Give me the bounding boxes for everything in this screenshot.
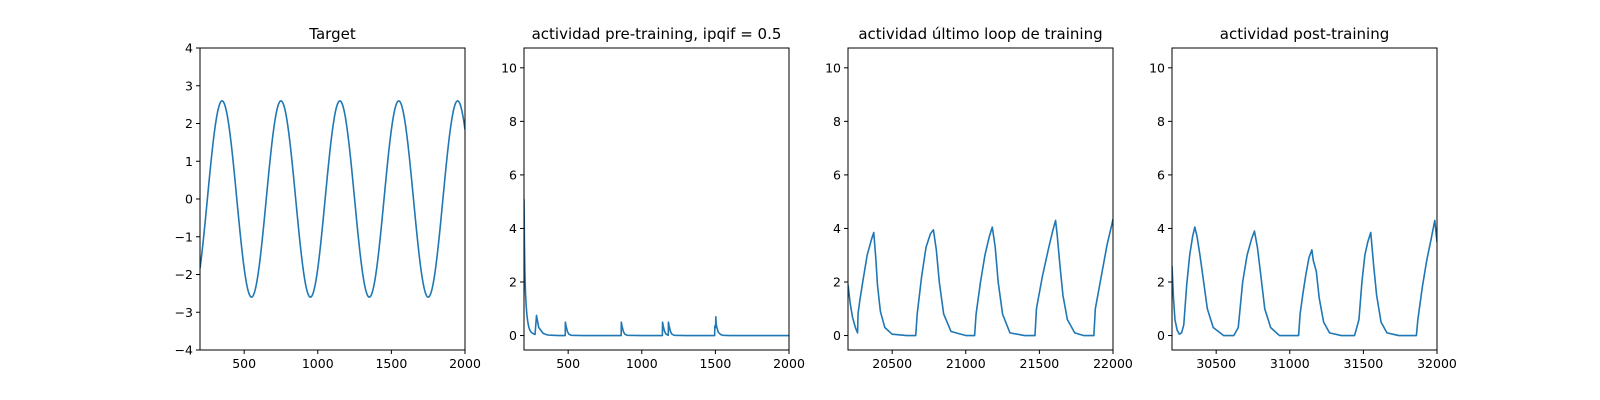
y-tick-label: −4 (175, 343, 193, 358)
x-tick-label: 1500 (375, 356, 407, 371)
chart-title: actividad último loop de training (858, 25, 1102, 43)
chart-title: actividad pre-training, ipqif = 0.5 (532, 25, 782, 43)
x-tick-label: 20500 (872, 356, 912, 371)
y-tick-label: 8 (833, 114, 841, 129)
chart-panel-2: actividad pre-training, ipqif = 0.5 500 10… (501, 25, 805, 371)
y-tick-label: 2 (185, 116, 193, 131)
y-tick-label: 1 (185, 154, 193, 169)
y-tick-label: 0 (1157, 328, 1165, 343)
y-tick-label: 4 (509, 221, 517, 236)
chart-panel-4: actividad post-training 30500 31000 31500 32… (1149, 25, 1457, 371)
x-tick-label: 32000 (1417, 356, 1457, 371)
y-tick-label: 4 (185, 41, 193, 56)
x-tick-label: 22000 (1093, 356, 1133, 371)
x-tick-label: 1000 (302, 356, 334, 371)
y-tick-label: 3 (185, 78, 193, 93)
axes-frame (523, 47, 790, 351)
x-tick-label: 21500 (1020, 356, 1060, 371)
y-tick-label: −3 (175, 305, 193, 320)
y-tick-label: 6 (1157, 167, 1165, 182)
x-tick-label: 2000 (449, 356, 481, 371)
axes-frame (847, 47, 1114, 351)
chart-title: Target (308, 25, 356, 43)
x-tick-label: 500 (232, 356, 256, 371)
x-tick-label: 30500 (1196, 356, 1236, 371)
y-tick-label: 4 (1157, 221, 1165, 236)
y-tick-label: 0 (509, 328, 517, 343)
y-tick-label: 6 (509, 167, 517, 182)
y-tick-label: 2 (833, 274, 841, 289)
axes-frame (1171, 47, 1438, 351)
series-line-1 (524, 198, 789, 337)
x-tick-label: 1500 (699, 356, 731, 371)
chart-title: actividad post-training (1220, 25, 1389, 43)
y-tick-label: 0 (833, 328, 841, 343)
series-line-1 (1172, 219, 1437, 337)
y-tick-label: 2 (1157, 274, 1165, 289)
x-tick-label: 1000 (626, 356, 658, 371)
y-tick-label: 10 (501, 60, 517, 75)
chart-panel-1: Target 500 1000 1500 2000 −4 −3 −2 −1 0 1 2 3 4 (175, 25, 481, 371)
y-tick-label: 6 (833, 167, 841, 182)
y-tick-label: 0 (185, 192, 193, 207)
x-tick-label: 21000 (946, 356, 986, 371)
axes-frame (199, 47, 466, 351)
y-tick-label: 10 (825, 60, 841, 75)
x-tick-label: 500 (556, 356, 580, 371)
series-line-1 (848, 218, 1113, 337)
y-tick-label: −1 (175, 229, 193, 244)
y-tick-label: 4 (833, 221, 841, 236)
y-tick-label: −2 (175, 267, 193, 282)
x-tick-label: 31500 (1344, 356, 1384, 371)
y-tick-label: 8 (1157, 114, 1165, 129)
y-tick-label: 8 (509, 114, 517, 129)
y-tick-label: 10 (1149, 60, 1165, 75)
series-line-1 (200, 100, 465, 298)
x-tick-label: 2000 (773, 356, 805, 371)
x-tick-label: 31000 (1270, 356, 1310, 371)
y-tick-label: 2 (509, 274, 517, 289)
